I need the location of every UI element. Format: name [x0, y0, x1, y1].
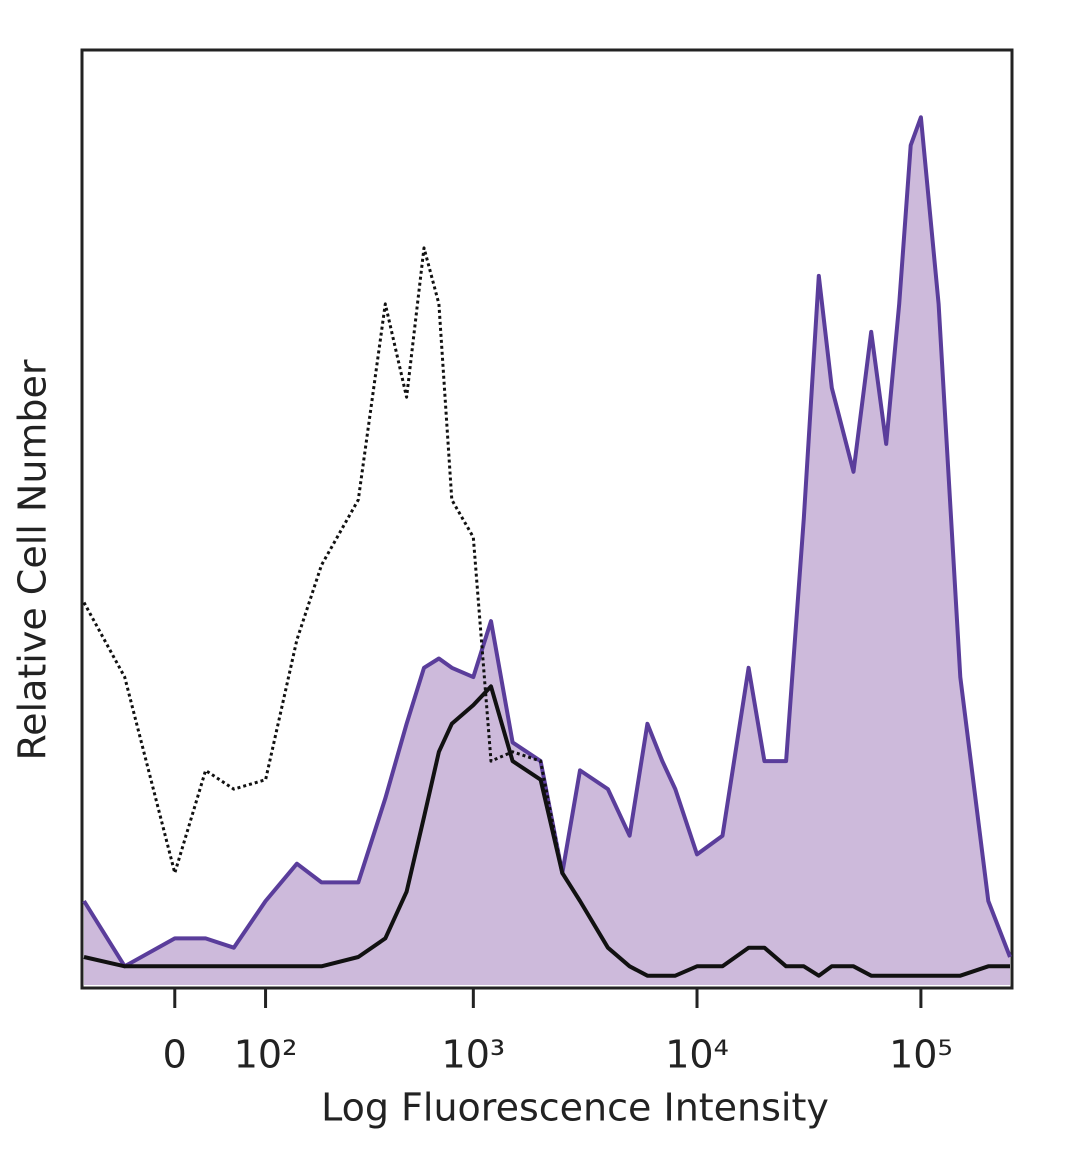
- area: [84, 117, 1010, 986]
- y-axis-label: Relative Cell Number: [11, 359, 55, 760]
- x-axis-label: Log Fluorescence Intensity: [321, 1086, 829, 1130]
- series-line: [83, 684, 1010, 978]
- x-tick-label: 0: [163, 1033, 187, 1077]
- plot-frame: [80, 48, 1014, 990]
- x-tick-label: 10²: [234, 1033, 298, 1077]
- x-tick-label: 10⁴: [665, 1033, 729, 1077]
- x-tick-label: 10⁵: [889, 1033, 953, 1077]
- x-tick-label: 10³: [442, 1033, 506, 1077]
- series-line: [82, 115, 1012, 969]
